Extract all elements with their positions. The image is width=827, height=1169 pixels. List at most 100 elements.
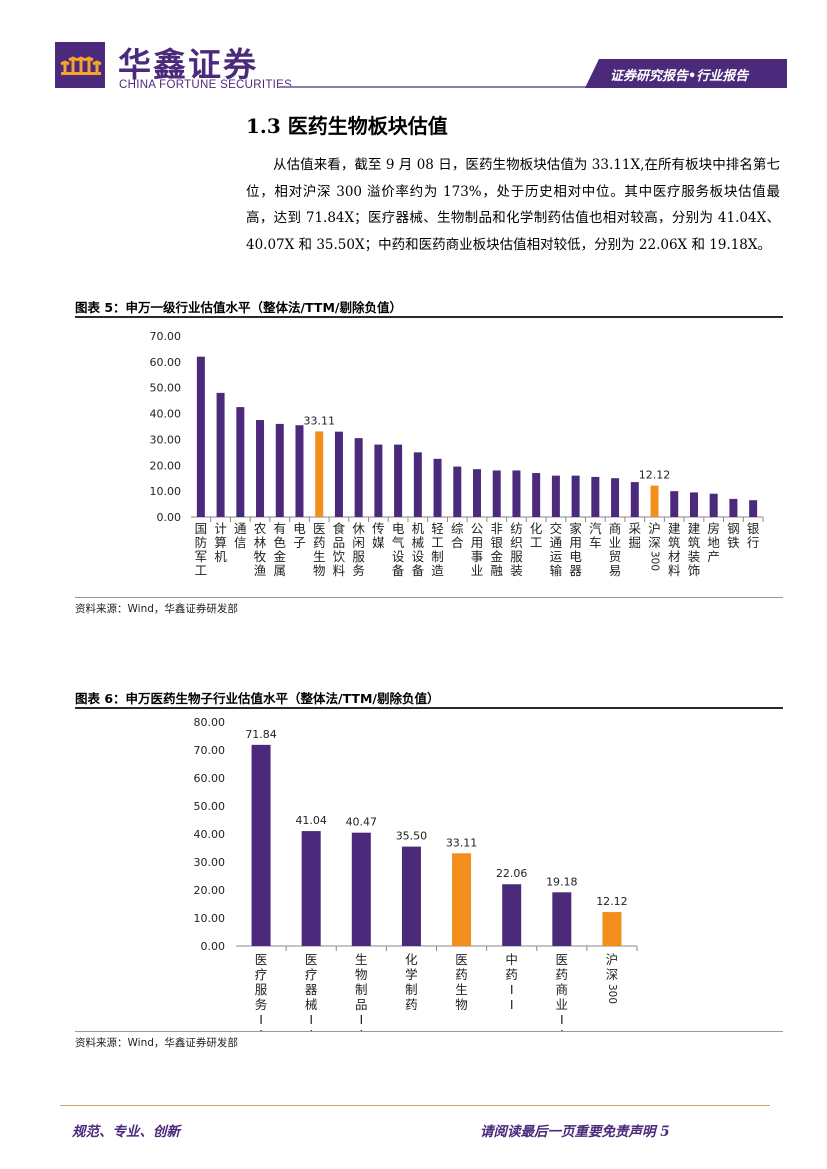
x-category-label: 备 — [412, 563, 425, 578]
bar-化工 — [532, 473, 541, 517]
x-category-label: 化 — [405, 952, 418, 967]
bar-医药生物 — [315, 431, 324, 517]
bar-医疗服务II — [251, 744, 271, 946]
bar-传媒 — [374, 444, 383, 517]
figure5-top-rule — [75, 316, 783, 318]
bar-房地产 — [709, 493, 718, 517]
x-category-label: 机 — [412, 521, 425, 536]
x-category-label: 学 — [405, 967, 418, 982]
figure6-source: 资料来源：Wind，华鑫证券研发部 — [75, 1037, 238, 1049]
x-category-label: 医 — [305, 952, 318, 967]
bar-沪深300 — [650, 485, 659, 517]
x-category-label: 务 — [255, 997, 268, 1012]
x-category-label: 装 — [510, 563, 523, 578]
x-category-label: 商 — [556, 982, 569, 997]
bar-化学制药 — [401, 846, 421, 946]
x-category-label: 轻 — [431, 521, 444, 536]
x-category-label: 设 — [392, 549, 405, 564]
y-tick-label: 70.00 — [150, 330, 182, 343]
bar-建筑装饰 — [689, 492, 698, 517]
data-label: 12.12 — [596, 895, 628, 908]
x-category-label: 色 — [274, 535, 287, 550]
x-category-label: 建 — [688, 521, 701, 536]
x-category-label: 合 — [451, 535, 464, 550]
x-category-label: 事 — [471, 549, 484, 564]
x-category-label: 物 — [313, 563, 326, 578]
x-category-label: 业 — [471, 563, 484, 578]
bar-非银金融 — [492, 470, 501, 517]
logo-icon — [60, 56, 102, 75]
x-category-label: 织 — [510, 535, 523, 550]
x-category-label: 电 — [293, 521, 306, 536]
bar-食品饮料 — [334, 431, 343, 517]
x-category-label: 料 — [333, 563, 346, 578]
brand-name-en: CHINA FORTUNE SECURITIES — [119, 79, 293, 91]
x-category-label: 钢 — [727, 521, 740, 536]
x-category-label: 品 — [333, 535, 346, 550]
x-category-label: 器 — [569, 563, 582, 578]
report-type-label: 证券研究报告•行业报告 — [610, 69, 749, 84]
x-category-label: I — [510, 997, 514, 1012]
figure6-chart: 0.00 10.00 20.00 30.00 40.00 50.00 60.00 70.00 8… — [194, 716, 638, 1032]
x-category-label: 300 — [606, 984, 618, 1004]
x-category-label: I — [309, 1027, 313, 1032]
bar-农林牧渔 — [256, 420, 265, 517]
bar-生物制品II — [351, 832, 371, 946]
x-category-label: 采 — [629, 521, 642, 536]
bar-机械设备 — [413, 452, 422, 517]
x-category-label: I — [560, 1012, 564, 1027]
figure5-title: 图表 5：申万一级行业估值水平（整体法/TTM/剔除负值） — [75, 300, 402, 315]
x-category-label: 综 — [451, 521, 464, 536]
data-label: 71.84 — [245, 728, 277, 741]
figure5-bottom-rule — [75, 597, 783, 598]
x-category-label: 械 — [305, 997, 318, 1012]
y-tick-label: 70.00 — [194, 744, 226, 757]
bar-医药生物 — [452, 853, 472, 946]
data-label: 22.06 — [496, 867, 528, 880]
y-tick-label: 40.00 — [194, 828, 226, 841]
y-tick-label: 60.00 — [150, 356, 182, 369]
x-category-label: 生 — [455, 982, 468, 997]
x-category-label: 防 — [195, 535, 208, 550]
x-category-label: 家 — [569, 521, 582, 536]
x-category-label: 农 — [254, 521, 267, 536]
x-category-label: 气 — [392, 535, 405, 550]
x-category-label: 深 — [648, 535, 661, 550]
data-label: 19.18 — [546, 875, 578, 888]
x-category-label: 铁 — [727, 535, 740, 550]
y-tick-label: 20.00 — [194, 884, 226, 897]
bar-通信 — [236, 407, 245, 517]
bar-综合 — [453, 466, 462, 517]
x-category-label: 银 — [747, 521, 760, 536]
footer-divider — [60, 1105, 770, 1106]
x-category-label: 化 — [530, 521, 543, 536]
x-category-label: 深 — [606, 967, 619, 982]
x-category-label: 沪 — [606, 952, 619, 967]
x-category-label: 药 — [505, 967, 518, 982]
bar-休闲服务 — [354, 438, 363, 517]
data-label: 40.47 — [346, 816, 378, 829]
x-category-label: 产 — [707, 549, 720, 564]
y-tick-label: 30.00 — [194, 856, 226, 869]
x-category-label: 医 — [313, 521, 326, 536]
x-category-label: 生 — [355, 952, 368, 967]
bar-轻工制造 — [433, 458, 442, 517]
x-category-label: 汽 — [589, 521, 602, 536]
x-category-label: 业 — [556, 997, 569, 1012]
x-category-label: 商 — [609, 521, 622, 536]
x-category-label: 用 — [569, 535, 582, 550]
x-category-label: 物 — [455, 997, 468, 1012]
x-category-label: 制 — [405, 982, 418, 997]
x-category-label: 食 — [333, 521, 346, 536]
bar-纺织服装 — [512, 470, 521, 517]
bar-国防军工 — [196, 356, 205, 517]
y-tick-label: 50.00 — [150, 382, 182, 395]
x-category-label: 服 — [510, 549, 523, 564]
x-category-label: 设 — [412, 549, 425, 564]
x-category-label: I — [560, 1027, 564, 1032]
x-category-label: 服 — [352, 549, 365, 564]
x-category-label: 闲 — [352, 535, 365, 550]
section-title: 1.3 医药生物板块估值 — [246, 114, 448, 138]
x-category-label: 饮 — [333, 549, 346, 564]
bar-公用事业 — [473, 469, 481, 517]
